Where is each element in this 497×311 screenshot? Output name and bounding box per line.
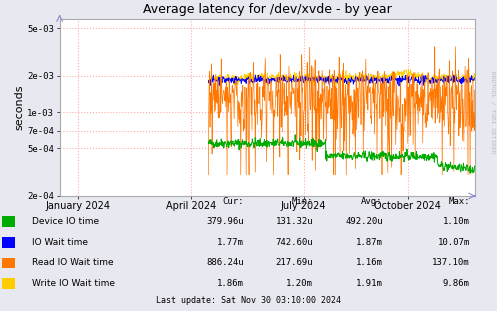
Text: RRDTOOL / TOBI OETIKER: RRDTOOL / TOBI OETIKER (491, 71, 496, 153)
Text: Cur:: Cur: (222, 197, 244, 206)
Text: 1.10m: 1.10m (443, 217, 470, 226)
Text: 1.87m: 1.87m (356, 238, 383, 247)
Text: Write IO Wait time: Write IO Wait time (32, 279, 115, 288)
Text: 742.60u: 742.60u (275, 238, 313, 247)
Title: Average latency for /dev/xvde - by year: Average latency for /dev/xvde - by year (143, 3, 392, 16)
Text: Max:: Max: (448, 197, 470, 206)
Text: 131.32u: 131.32u (275, 217, 313, 226)
Text: 1.77m: 1.77m (217, 238, 244, 247)
Text: 137.10m: 137.10m (432, 258, 470, 267)
Text: 492.20u: 492.20u (345, 217, 383, 226)
Text: 1.20m: 1.20m (286, 279, 313, 288)
Text: 1.86m: 1.86m (217, 279, 244, 288)
Text: 10.07m: 10.07m (437, 238, 470, 247)
Text: Read IO Wait time: Read IO Wait time (32, 258, 114, 267)
Y-axis label: seconds: seconds (14, 85, 24, 130)
Text: Avg:: Avg: (361, 197, 383, 206)
Text: 886.24u: 886.24u (206, 258, 244, 267)
Text: 379.96u: 379.96u (206, 217, 244, 226)
Text: 1.91m: 1.91m (356, 279, 383, 288)
Text: Min:: Min: (292, 197, 313, 206)
Text: 1.16m: 1.16m (356, 258, 383, 267)
Text: 9.86m: 9.86m (443, 279, 470, 288)
Text: IO Wait time: IO Wait time (32, 238, 88, 247)
Text: 217.69u: 217.69u (275, 258, 313, 267)
Text: Last update: Sat Nov 30 03:10:00 2024: Last update: Sat Nov 30 03:10:00 2024 (156, 296, 341, 305)
Text: Device IO time: Device IO time (32, 217, 99, 226)
